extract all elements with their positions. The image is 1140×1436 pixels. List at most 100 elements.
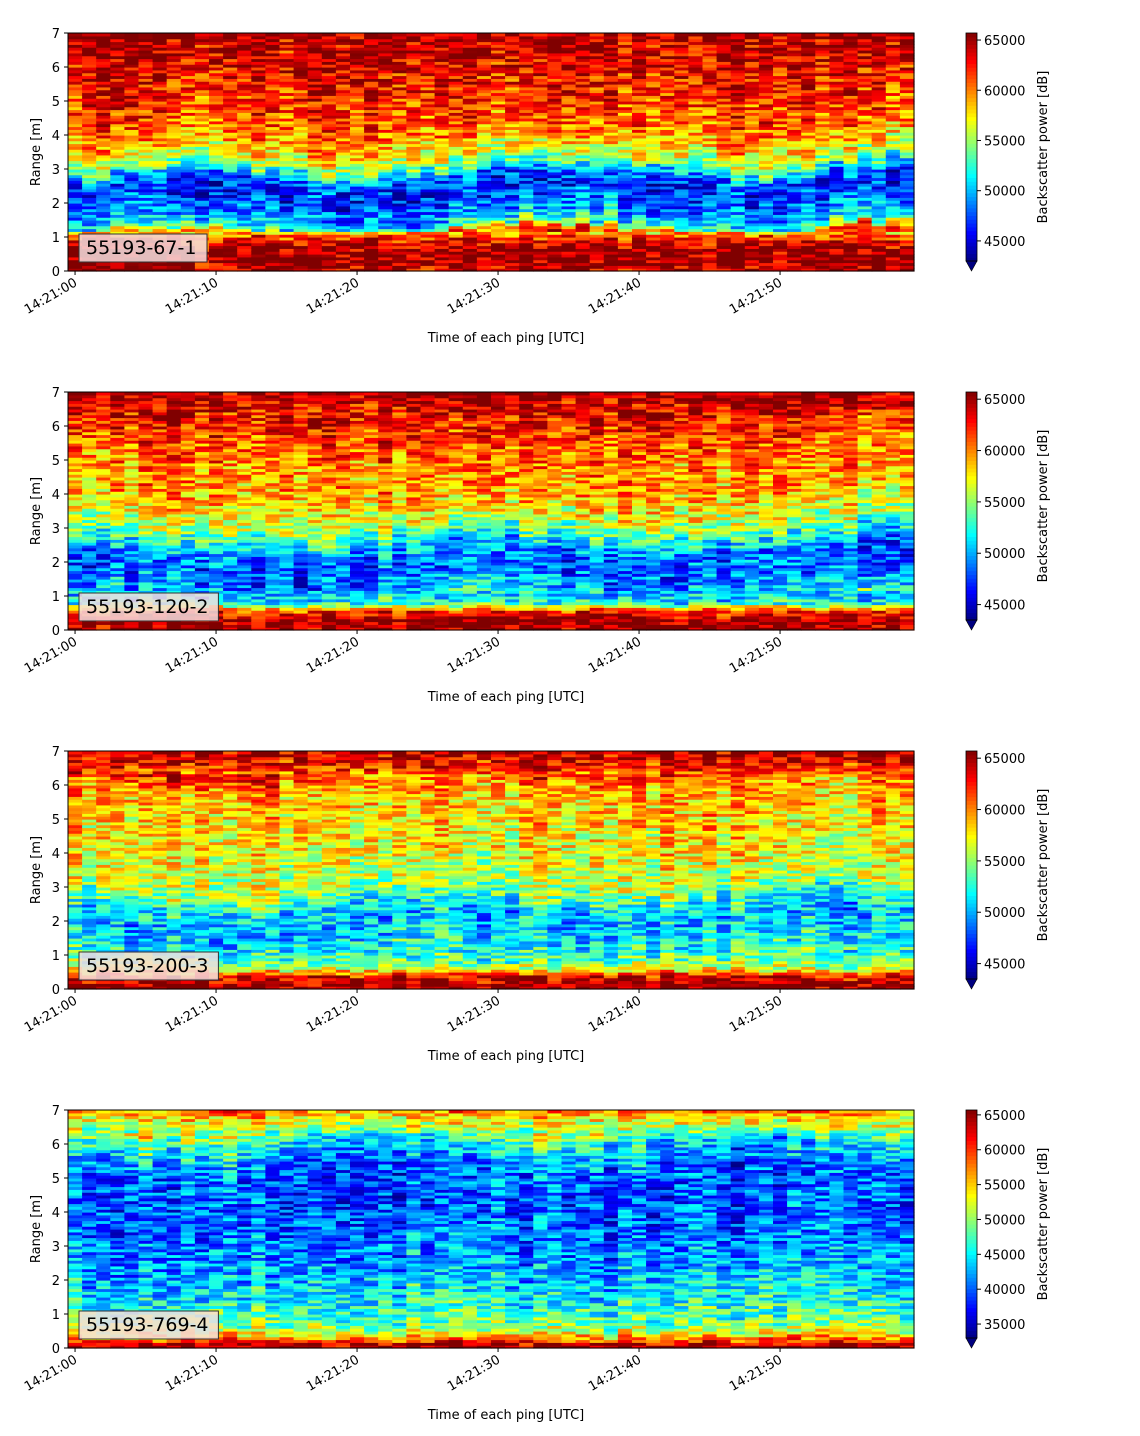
heatmap-cell — [223, 106, 238, 111]
heatmap-cell — [462, 50, 478, 54]
heatmap-cell — [251, 95, 266, 99]
heatmap-cell — [68, 157, 83, 162]
heatmap-cell — [434, 135, 450, 139]
heatmap-cell — [392, 89, 407, 94]
heatmap-cell — [279, 101, 295, 105]
heatmap-cell — [237, 92, 252, 96]
heatmap-cell — [237, 237, 252, 241]
heatmap-cell — [166, 183, 182, 187]
heatmap-cell — [223, 234, 238, 238]
heatmap-cell — [476, 200, 492, 204]
heatmap-cell — [350, 225, 365, 230]
heatmap-cell — [209, 120, 224, 125]
heatmap-cell — [392, 109, 407, 113]
heatmap-cell — [448, 174, 464, 179]
heatmap-cell — [420, 103, 436, 108]
heatmap-cell — [406, 171, 422, 176]
heatmap-cell — [110, 268, 125, 272]
heatmap-cell — [378, 245, 393, 249]
heatmap-cell — [223, 115, 238, 119]
heatmap-cell — [166, 58, 182, 62]
heatmap-cell — [350, 254, 365, 258]
heatmap-cell — [335, 52, 351, 57]
heatmap-cell — [138, 152, 154, 156]
heatmap-cell — [265, 44, 281, 48]
heatmap-cell — [265, 103, 281, 108]
heatmap-cell — [335, 44, 351, 48]
heatmap-cell — [96, 106, 111, 111]
heatmap-cell — [68, 208, 83, 213]
heatmap-cell — [406, 64, 422, 68]
heatmap-cell — [82, 129, 97, 133]
heatmap-cell — [124, 262, 140, 266]
heatmap-cell — [124, 171, 140, 176]
heatmap-cell — [138, 194, 154, 198]
heatmap-cell — [335, 55, 351, 60]
heatmap-cell — [180, 112, 196, 116]
heatmap-cell — [110, 180, 125, 184]
heatmap-cell — [209, 123, 224, 128]
heatmap-cell — [406, 239, 422, 244]
heatmap-cell — [251, 154, 266, 159]
heatmap-cell — [406, 259, 422, 264]
heatmap-cell — [350, 38, 365, 43]
heatmap-cell — [152, 84, 168, 88]
heatmap-cell — [194, 194, 210, 198]
heatmap-cell — [237, 205, 252, 210]
heatmap-cell — [138, 137, 154, 142]
heatmap-cell — [392, 72, 407, 77]
heatmap-cell — [194, 160, 210, 164]
heatmap-cell — [124, 211, 140, 215]
heatmap-cell — [82, 52, 97, 57]
heatmap-cell — [307, 254, 323, 258]
heatmap-cell — [110, 38, 125, 43]
heatmap-cell — [124, 135, 140, 139]
heatmap-cell — [462, 228, 478, 232]
heatmap-cell — [237, 149, 252, 153]
heatmap-cell — [476, 115, 492, 119]
heatmap-cell — [166, 197, 182, 201]
heatmap-cell — [293, 208, 309, 213]
heatmap-cell — [476, 208, 492, 213]
heatmap-cell — [237, 112, 252, 116]
heatmap-cell — [223, 137, 238, 142]
heatmap-cell — [138, 106, 154, 111]
heatmap-cell — [180, 67, 196, 71]
heatmap-cell — [335, 146, 351, 150]
heatmap-cell — [68, 163, 83, 167]
heatmap-cell — [152, 171, 168, 176]
heatmap-cell — [265, 69, 281, 74]
heatmap-cell — [293, 228, 309, 232]
heatmap-cell — [124, 180, 140, 184]
heatmap-cell — [307, 106, 323, 111]
heatmap-cell — [223, 217, 238, 221]
heatmap-cell — [110, 137, 125, 142]
heatmap-cell — [434, 242, 450, 247]
heatmap-cell — [237, 194, 252, 198]
heatmap-cell — [758, 33, 774, 37]
heatmap-cell — [462, 242, 478, 247]
heatmap-cell — [223, 203, 238, 207]
heatmap-cell — [166, 200, 182, 204]
heatmap-cell — [476, 33, 492, 37]
heatmap-cell — [124, 152, 140, 156]
heatmap-cell — [68, 254, 83, 258]
heatmap-cell — [307, 123, 323, 128]
heatmap-cell — [237, 143, 252, 147]
heatmap-cell — [96, 69, 111, 74]
heatmap-cell — [406, 180, 422, 184]
heatmap-cell — [462, 186, 478, 190]
heatmap-cell — [152, 41, 168, 45]
heatmap-cell — [406, 98, 422, 102]
heatmap-cell — [180, 129, 196, 133]
heatmap-cell — [166, 95, 182, 99]
heatmap-cell — [279, 72, 295, 77]
heatmap-cell — [476, 186, 492, 190]
heatmap-cell — [110, 132, 125, 136]
heatmap-cell — [378, 225, 393, 230]
heatmap-cell — [476, 103, 492, 108]
heatmap-cell — [110, 188, 125, 193]
heatmap-cell — [476, 259, 492, 264]
heatmap-cell — [364, 268, 379, 272]
heatmap-cell — [265, 58, 281, 62]
